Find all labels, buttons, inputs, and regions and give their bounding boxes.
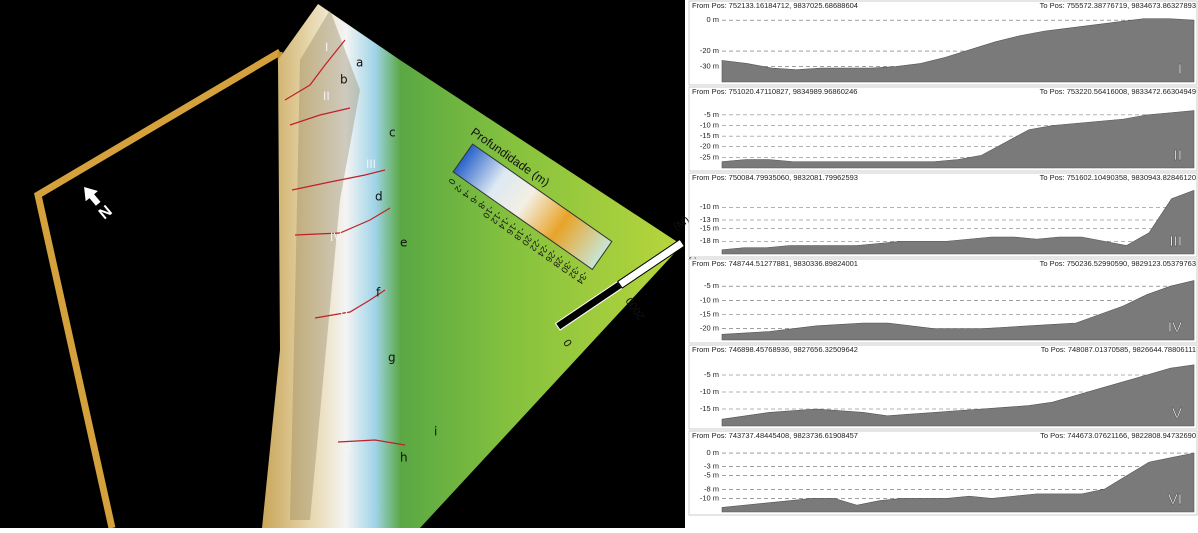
- point-label: i: [434, 425, 437, 439]
- point-label: a: [356, 56, 363, 70]
- profile-label: V: [340, 308, 348, 322]
- y-tick-label: -18 m: [700, 236, 719, 245]
- profile-area: [721, 364, 1195, 427]
- profile-label: IV: [1168, 319, 1182, 336]
- profile-label: VI: [340, 440, 351, 454]
- y-tick-label: -20 m: [700, 142, 719, 151]
- to-position: To Pos: 750236.52990590, 9829123.0537976…: [1040, 259, 1196, 268]
- to-position: To Pos: 755572.38776719, 9834673.8632789…: [1040, 1, 1196, 10]
- y-tick-label: -5 m: [704, 471, 719, 480]
- y-tick-label: -10 m: [700, 202, 719, 211]
- y-tick-label: -20 m: [700, 46, 719, 55]
- y-tick-label: -15 m: [700, 309, 719, 318]
- profile-line: [294, 207, 391, 236]
- profile-area: [721, 280, 1195, 341]
- scale-tick: 0: [562, 337, 575, 349]
- y-tick-label: -30 m: [700, 62, 719, 71]
- scale-segment: [617, 238, 686, 289]
- profile-label: IV: [330, 230, 341, 244]
- y-tick-label: -5 m: [704, 370, 719, 379]
- y-tick-label: -13 m: [700, 215, 719, 224]
- from-position: From Pos: 750084.79935060, 9832081.79962…: [692, 173, 858, 182]
- y-tick-label: -3 m: [704, 462, 719, 471]
- profile-label: II: [1174, 147, 1182, 164]
- profile-line: [337, 439, 406, 446]
- profile-panel: From Pos: 743737.48445408, 9823736.61908…: [688, 430, 1198, 516]
- profile-panel: From Pos: 748744.51277881, 9830336.89824…: [688, 258, 1198, 344]
- point-label: g: [388, 351, 396, 365]
- y-tick-label: -5 m: [704, 281, 719, 290]
- to-position: To Pos: 744673.07621166, 9822808.9473269…: [1040, 431, 1196, 440]
- profile-label: II: [323, 89, 330, 103]
- profile-area: [721, 110, 1195, 169]
- to-position: To Pos: 748087.01370585, 9826644.7880611…: [1041, 345, 1196, 354]
- profile-line: [314, 289, 386, 319]
- profile-area: [721, 189, 1195, 255]
- point-label: e: [400, 236, 407, 250]
- from-position: From Pos: 752133.16184712, 9837025.68688…: [692, 1, 858, 10]
- legend-colorbar: [452, 143, 613, 271]
- y-tick-label: 0 m: [706, 15, 719, 24]
- from-position: From Pos: 743737.48445408, 9823736.61908…: [692, 431, 858, 440]
- profile-panel: From Pos: 751020.47110827, 9834989.96860…: [688, 86, 1198, 172]
- profile-area: [721, 18, 1195, 83]
- profile-label: III: [1169, 233, 1182, 250]
- profile-label: V: [1172, 405, 1182, 422]
- terrain: [262, 4, 682, 528]
- point-label: h: [400, 451, 408, 465]
- north-arrow-shape: [84, 186, 101, 206]
- point-label: c: [389, 126, 396, 140]
- y-tick-label: -5 m: [704, 110, 719, 119]
- profile-panel: From Pos: 752133.16184712, 9837025.68688…: [688, 0, 1198, 86]
- to-position: To Pos: 753220.56416008, 9833472.6630494…: [1040, 87, 1196, 96]
- map-view: Profundidade (m) 0-2-4-6-8-10-12-14-16-1…: [0, 0, 710, 529]
- profile-label: I: [325, 40, 328, 54]
- profile-label: I: [1178, 61, 1182, 78]
- point-label: b: [340, 73, 348, 87]
- point-label: d: [375, 190, 383, 204]
- y-tick-label: -20 m: [700, 324, 719, 333]
- y-tick-label: -10 m: [700, 493, 719, 502]
- profile-panel: From Pos: 750084.79935060, 9832081.79962…: [688, 172, 1198, 258]
- y-tick-label: -15 m: [700, 404, 719, 413]
- profile-panel: From Pos: 746898.45768936, 9827656.32509…: [688, 344, 1198, 430]
- y-tick-label: -15 m: [700, 131, 719, 140]
- map-frame: [34, 48, 282, 529]
- profile-label: III: [366, 157, 376, 171]
- from-position: From Pos: 751020.47110827, 9834989.96860…: [692, 87, 857, 96]
- profile-line: [284, 39, 346, 101]
- point-label: f: [376, 286, 381, 300]
- terrain-shade: [290, 10, 360, 520]
- y-tick-label: 0 m: [706, 448, 719, 457]
- y-tick-label: -10 m: [700, 120, 719, 129]
- y-tick-label: -10 m: [700, 295, 719, 304]
- from-position: From Pos: 748744.51277881, 9830336.89824…: [692, 259, 858, 268]
- profile-area: [721, 452, 1195, 513]
- profile-label: VI: [1168, 491, 1182, 508]
- y-tick-label: -8 m: [704, 484, 719, 493]
- y-tick-label: -15 m: [700, 223, 719, 232]
- to-position: To Pos: 751602.10490358, 9830943.8284612…: [1040, 173, 1196, 182]
- y-tick-label: -10 m: [700, 387, 719, 396]
- profile-line: [289, 107, 351, 126]
- profile-line: [291, 169, 386, 191]
- legend-tick: 0: [446, 177, 457, 187]
- y-tick-label: -25 m: [700, 152, 719, 161]
- from-position: From Pos: 746898.45768936, 9827656.32509…: [692, 345, 858, 354]
- profile-lines: [284, 39, 406, 446]
